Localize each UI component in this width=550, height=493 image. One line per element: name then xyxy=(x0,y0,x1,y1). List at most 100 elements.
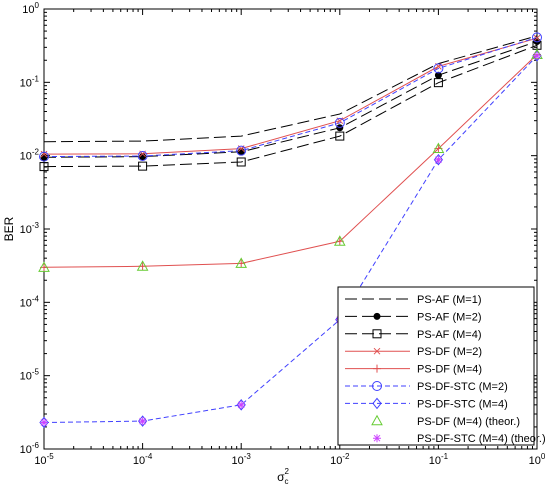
y-tick-label-base: 10 xyxy=(20,224,32,236)
series-9-marker xyxy=(237,400,246,409)
y-axis-label: BER xyxy=(2,216,16,241)
legend-swatch-marker xyxy=(373,312,381,320)
series-7-marker xyxy=(433,153,444,166)
x-axis-label: σc2 xyxy=(277,467,289,486)
series-6-line xyxy=(43,36,538,158)
y-tick-label-exp: -3 xyxy=(32,221,40,230)
y-tick-label-base: 10 xyxy=(20,297,32,309)
x-tick-label-base: 10 xyxy=(34,455,46,467)
y-tick-label-exp: -1 xyxy=(32,74,40,83)
legend-label: PS-AF (M=4) xyxy=(417,329,481,341)
y-tick-label: 10-3 xyxy=(20,221,40,236)
legend-label: PS-AF (M=1) xyxy=(417,294,481,306)
legend-swatch-marker xyxy=(371,414,383,426)
y-tick-label-base: 10 xyxy=(20,371,32,383)
legend-label: PS-DF-STC (M=4) xyxy=(417,398,508,410)
series-6-marker xyxy=(137,150,148,161)
series-2-marker xyxy=(139,153,147,161)
series-6-marker xyxy=(433,63,444,74)
tick-labels: 10-5 10-4 10-3 10-2 10-1 10010-610-510-410-31… xyxy=(20,1,546,467)
x-tick-label-exp: -2 xyxy=(342,452,350,461)
legend-label: PS-DF (M=2) xyxy=(417,346,482,358)
legend-swatch-marker xyxy=(372,397,382,410)
legend-label: PS-DF (M=4) xyxy=(417,364,482,376)
y-tick-label-exp: -5 xyxy=(32,368,40,377)
y-tick-label-exp: 0 xyxy=(35,1,40,10)
y-tick-label-base: 10 xyxy=(22,4,34,16)
legend-label: PS-DF-STC (M=2) xyxy=(417,381,508,393)
series-lines xyxy=(43,35,538,423)
series-3-line xyxy=(43,44,538,168)
y-tick-label: 10-4 xyxy=(20,294,40,309)
legend: PS-AF (M=1) PS-AF (M=2) PS-AF (M=4) PS-DF (… xyxy=(337,286,546,446)
legend-swatch-marker xyxy=(372,381,382,391)
series-7-marker xyxy=(137,415,148,427)
legend-swatch-marker xyxy=(372,329,382,339)
legend-label: PS-DF-STC (M=4) (theor.) xyxy=(417,433,546,445)
x-tick-label: 100 xyxy=(529,452,546,467)
x-tick-label-exp: 0 xyxy=(541,452,546,461)
series-8-marker xyxy=(333,235,346,246)
series-6-marker xyxy=(39,151,49,162)
series-3-marker xyxy=(433,78,443,88)
series-3-marker xyxy=(39,162,49,172)
legend-swatch-marker xyxy=(373,347,381,355)
x-tick-label: 10-5 xyxy=(34,452,54,467)
series-9-marker xyxy=(434,155,443,164)
series-6-marker xyxy=(334,117,345,128)
series-5-line xyxy=(43,54,538,268)
series-3-marker xyxy=(138,161,148,171)
x-tick-label-base: 10 xyxy=(429,455,441,467)
series-9-marker xyxy=(40,418,48,427)
x-tick-label-base: 10 xyxy=(133,455,145,467)
x-tick-label-exp: -4 xyxy=(145,452,153,461)
y-tick-label-exp: -4 xyxy=(32,294,40,303)
y-tick-label: 10-2 xyxy=(20,148,40,163)
legend-label: PS-DF (M=4) (theor.) xyxy=(417,416,520,428)
series-2-marker xyxy=(40,153,48,161)
legend-swatch-marker xyxy=(373,364,381,373)
y-tick-label-base: 10 xyxy=(20,444,32,456)
series-8-marker xyxy=(235,257,248,268)
series-9-marker xyxy=(533,51,541,60)
x-tick-label-exp: -5 xyxy=(47,452,55,461)
series-8-marker xyxy=(136,260,149,271)
x-axis-label-sigma: σ xyxy=(277,470,285,484)
x-tick-label: 10-3 xyxy=(232,452,252,467)
y-tick-label: 10-5 xyxy=(20,368,40,383)
y-tick-label-base: 10 xyxy=(20,151,32,163)
x-axis-label-sub: c xyxy=(284,477,288,486)
x-tick-label: 10-1 xyxy=(429,452,449,467)
series-4-line xyxy=(43,37,538,155)
x-tick-label-base: 10 xyxy=(529,455,541,467)
y-tick-label-exp: -6 xyxy=(32,441,40,450)
legend-label: PS-AF (M=2) xyxy=(417,311,481,323)
y-tick-label-exp: -2 xyxy=(32,148,40,157)
y-tick-label-base: 10 xyxy=(20,77,32,89)
series-8-marker xyxy=(38,261,50,272)
series-9-marker xyxy=(138,417,147,426)
series-7-marker xyxy=(236,399,246,411)
series-3-marker xyxy=(236,157,246,167)
series-7-line xyxy=(43,55,538,423)
series-2-line xyxy=(43,41,538,158)
series-7-marker xyxy=(39,416,49,429)
y-tick-label: 10-6 xyxy=(20,441,40,456)
series-8-marker xyxy=(432,142,445,154)
legend-box xyxy=(337,286,535,446)
series-2-marker xyxy=(237,148,245,156)
x-tick-label: 10-4 xyxy=(133,452,153,467)
series-6-marker xyxy=(532,32,542,43)
series-6-marker xyxy=(236,145,247,156)
series-1-line xyxy=(43,35,538,143)
legend-swatch-marker xyxy=(373,434,381,443)
x-tick-label-base: 10 xyxy=(330,455,342,467)
x-tick-label-base: 10 xyxy=(232,455,244,467)
y-tick-label: 10-1 xyxy=(20,74,40,89)
x-tick-label: 10-2 xyxy=(330,452,350,467)
x-axis-label-sup: 2 xyxy=(284,467,289,476)
x-tick-label-exp: -1 xyxy=(441,452,449,461)
x-tick-label-exp: -3 xyxy=(244,452,252,461)
series-3-marker xyxy=(335,131,345,141)
